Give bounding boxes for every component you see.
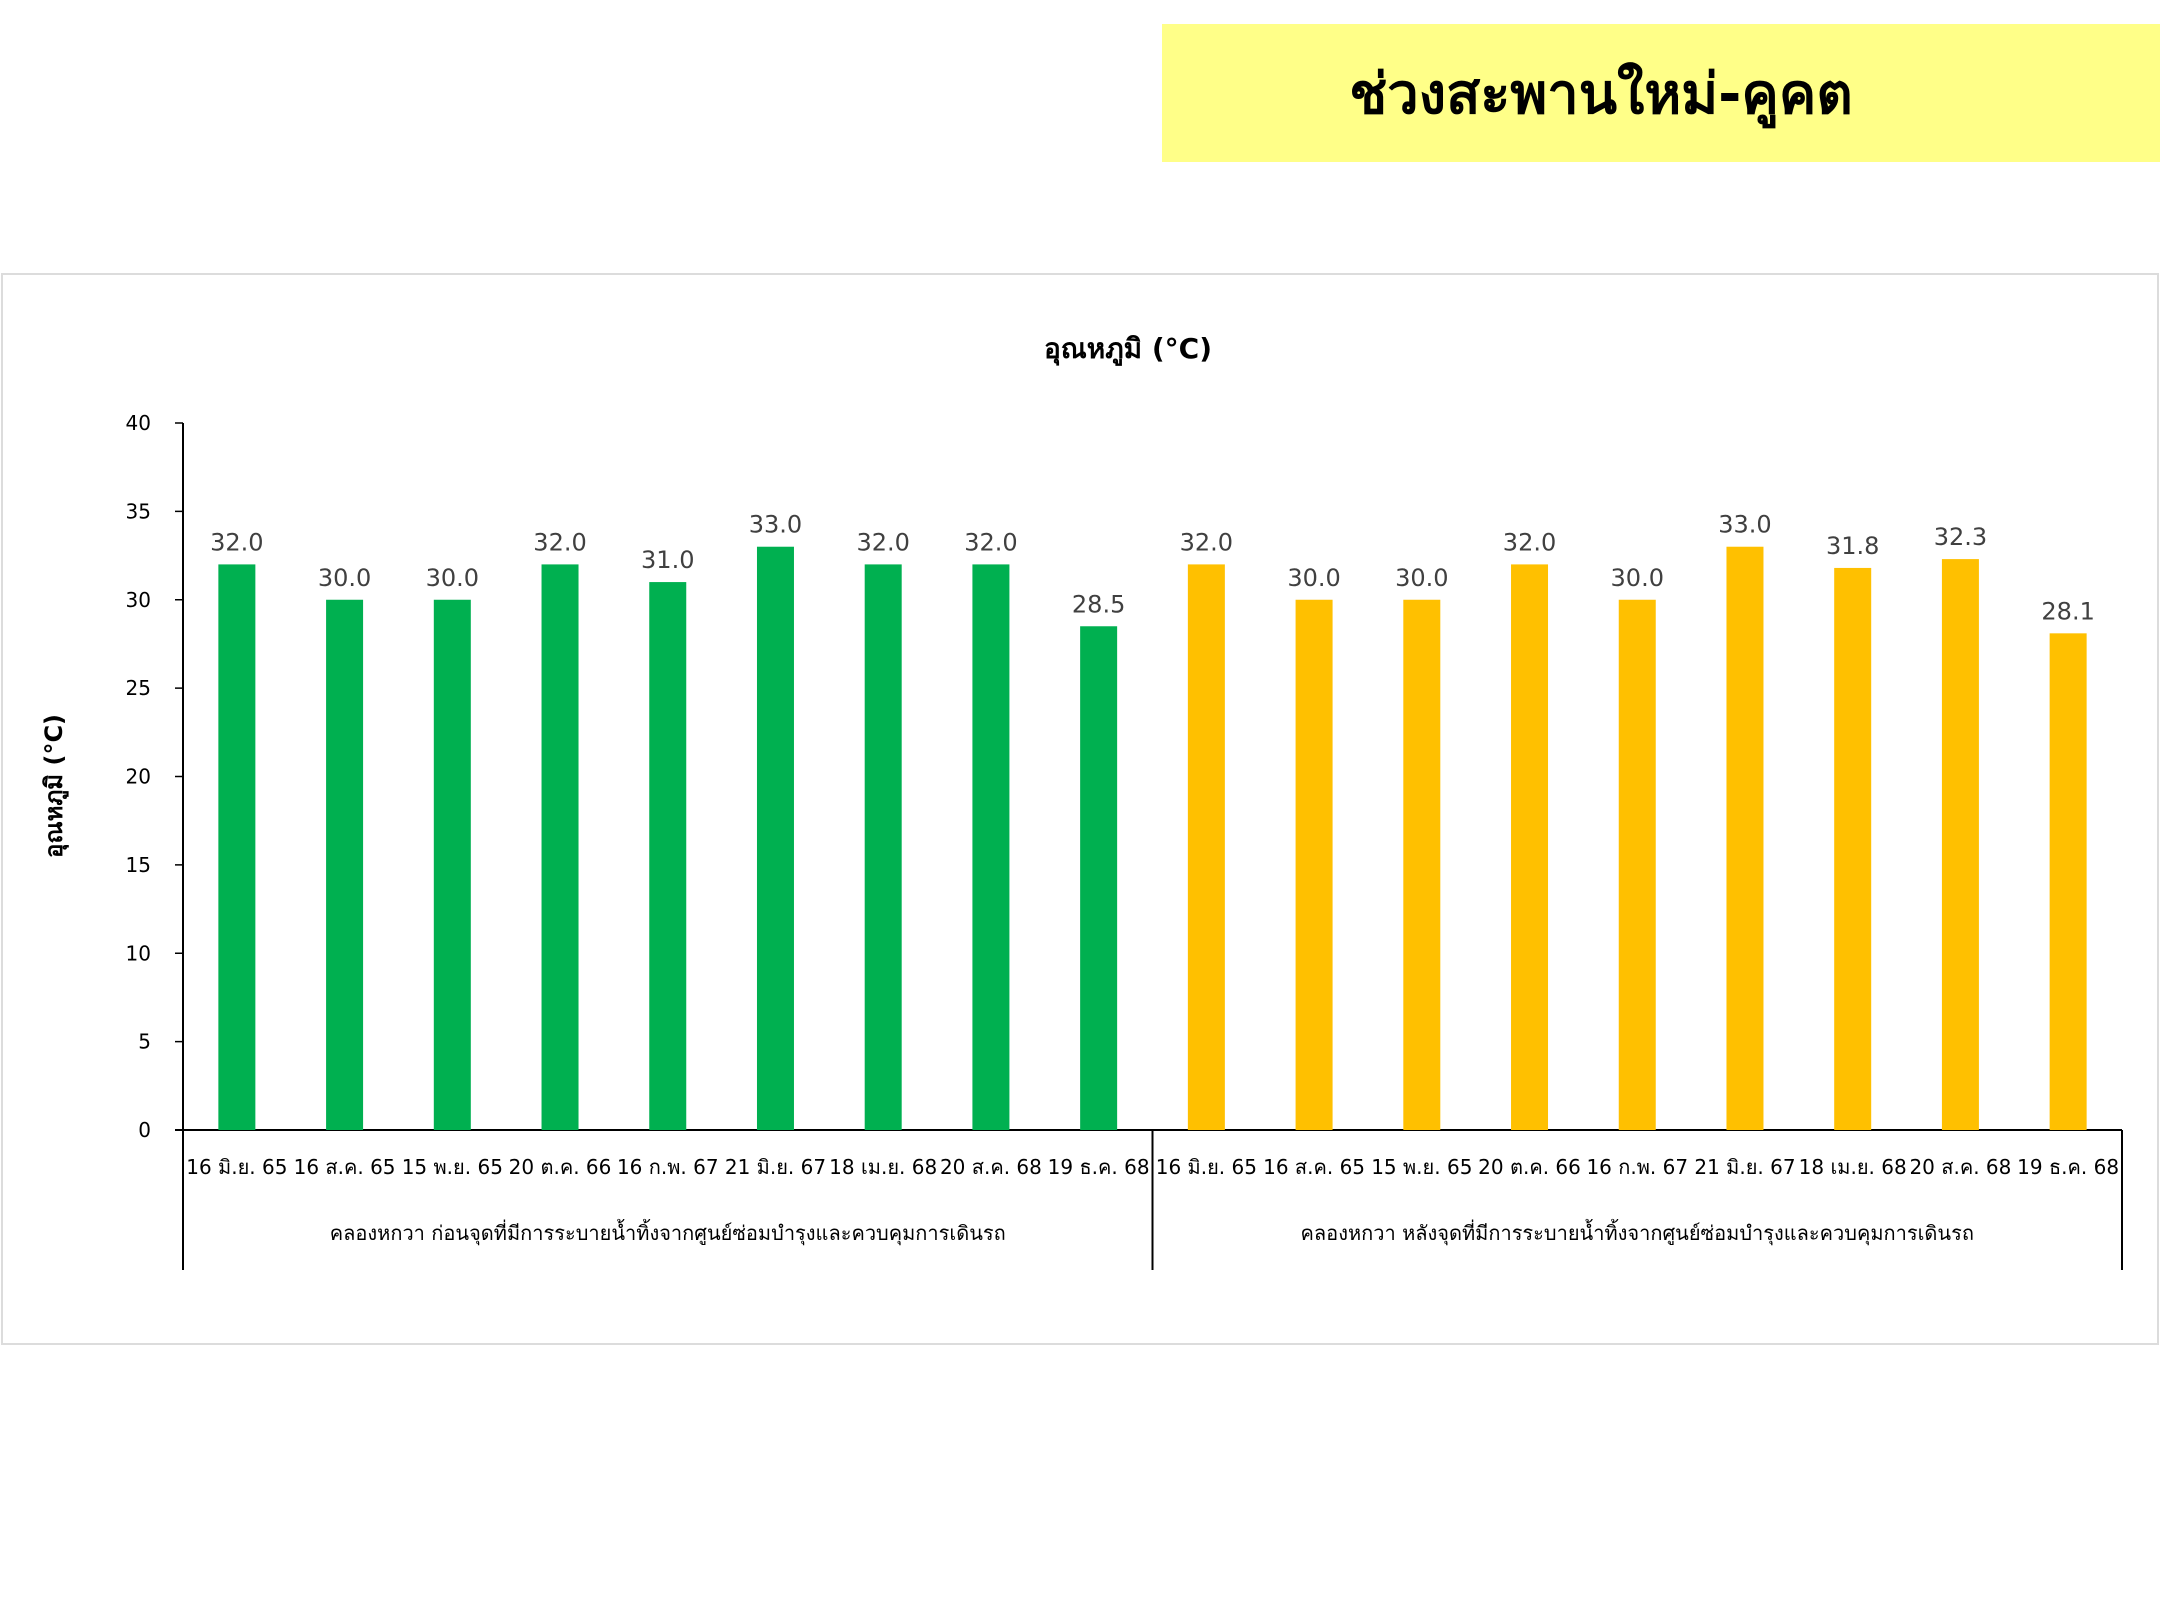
bar <box>756 546 794 1130</box>
data-labels: 32.0 30.0 30.0 32.0 31.0 33.0 32.0 32.0 28.5 32.0… <box>210 511 2095 626</box>
data-label: 31.0 <box>641 546 694 574</box>
group-label: คลองหกวา ก่อนจุดที่มีการระบายน้ำทิ้งจากศ… <box>330 1219 1006 1246</box>
bar <box>1080 626 1118 1130</box>
x-tick-label: 16 ส.ค. 65 <box>294 1155 396 1179</box>
bar <box>433 599 471 1130</box>
bar <box>1187 564 1225 1130</box>
x-tick-label: 21 มิ.ย. 67 <box>725 1155 826 1179</box>
data-label: 32.0 <box>533 528 586 556</box>
bar <box>541 564 579 1130</box>
data-label: 32.3 <box>1934 523 1987 551</box>
bar <box>972 564 1010 1130</box>
bars <box>218 546 2087 1130</box>
bar <box>1834 567 1872 1130</box>
x-tick-label: 18 เม.ย. 68 <box>829 1155 937 1179</box>
x-tick-label: 15 พ.ย. 65 <box>1371 1155 1472 1179</box>
x-tick-label: 16 ก.พ. 67 <box>1586 1155 1688 1179</box>
data-label: 31.8 <box>1826 532 1879 560</box>
y-tick-label: 10 <box>126 941 151 965</box>
x-tick-label: 20 ต.ค. 66 <box>509 1155 612 1179</box>
data-label: 32.0 <box>1180 528 1233 556</box>
bar <box>864 564 902 1130</box>
y-axis-label: อุณหภูมิ (°C) <box>40 714 70 858</box>
bar <box>2049 633 2087 1130</box>
bar <box>1726 546 1764 1130</box>
y-tick-label: 5 <box>138 1030 151 1054</box>
bar <box>326 599 364 1130</box>
data-label: 30.0 <box>1395 564 1448 592</box>
bar <box>1941 559 1979 1130</box>
bar <box>649 582 687 1130</box>
x-tick-label: 20 ส.ค. 68 <box>1909 1155 2011 1179</box>
y-tick-label: 35 <box>126 499 151 523</box>
y-tick-label: 25 <box>126 676 151 700</box>
data-label: 30.0 <box>426 564 479 592</box>
data-label: 32.0 <box>210 528 263 556</box>
chart-title: อุณหภูมิ (°C) <box>1044 332 1212 366</box>
bar <box>1295 599 1333 1130</box>
page-title: ช่วงสะพานใหม่-คูคต <box>1349 61 1853 127</box>
x-tick-label: 16 ก.พ. 67 <box>617 1155 719 1179</box>
data-label: 32.0 <box>856 528 909 556</box>
bar <box>1511 564 1549 1130</box>
data-label: 30.0 <box>1287 564 1340 592</box>
data-label: 33.0 <box>1718 511 1771 539</box>
x-tick-label: 16 มิ.ย. 65 <box>1156 1155 1257 1179</box>
bar <box>218 564 256 1130</box>
x-tick-label: 20 ส.ค. 68 <box>940 1155 1042 1179</box>
title-banner: ช่วงสะพานใหม่-คูคต <box>1162 24 2160 162</box>
data-label: 33.0 <box>749 511 802 539</box>
x-tick-label: 16 ส.ค. 65 <box>1263 1155 1365 1179</box>
data-label: 30.0 <box>318 564 371 592</box>
y-tick-label: 40 <box>126 411 151 435</box>
y-tick-label: 15 <box>126 853 151 877</box>
y-tick-label: 20 <box>126 765 151 789</box>
data-label: 28.5 <box>1072 590 1125 618</box>
x-tick-label: 19 ธ.ค. 68 <box>1048 1155 1150 1179</box>
data-label: 30.0 <box>1611 564 1664 592</box>
bar <box>1403 599 1441 1130</box>
x-tick-label: 18 เม.ย. 68 <box>1799 1155 1907 1179</box>
data-label: 32.0 <box>1503 528 1556 556</box>
x-tick-label: 15 พ.ย. 65 <box>402 1155 503 1179</box>
y-tick-label: 30 <box>126 588 151 612</box>
data-label: 32.0 <box>964 528 1017 556</box>
x-tick-label: 21 มิ.ย. 67 <box>1694 1155 1795 1179</box>
data-label: 28.1 <box>2041 597 2094 625</box>
x-tick-label: 20 ต.ค. 66 <box>1478 1155 1581 1179</box>
y-tick-label: 0 <box>138 1118 151 1142</box>
x-tick-label: 19 ธ.ค. 68 <box>2017 1155 2119 1179</box>
bar <box>1618 599 1656 1130</box>
x-tick-label: 16 มิ.ย. 65 <box>186 1155 287 1179</box>
group-label: คลองหกวา หลังจุดที่มีการระบายน้ำทิ้งจากศ… <box>1301 1219 1974 1246</box>
